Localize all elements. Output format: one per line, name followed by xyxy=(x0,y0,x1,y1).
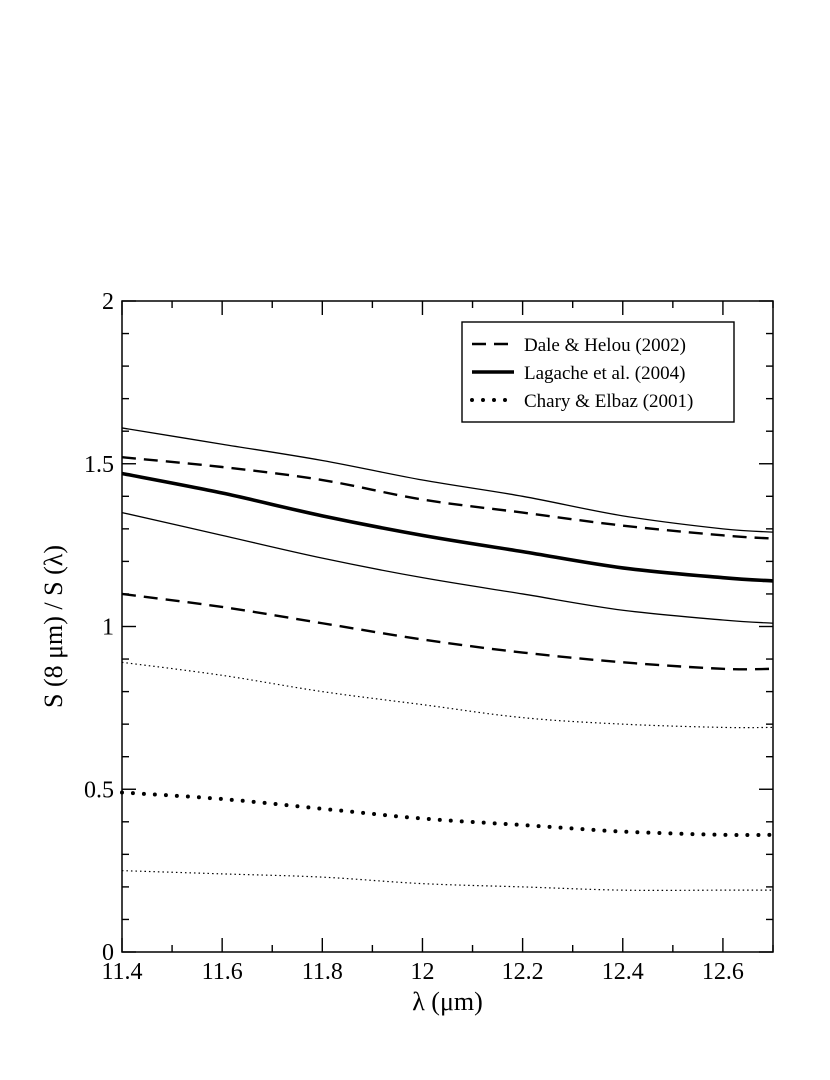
x-tick-label: 11.6 xyxy=(202,959,243,985)
x-tick-label: 12 xyxy=(410,959,434,985)
series-line-thin-solid xyxy=(121,511,774,624)
y-tick-label: 2 xyxy=(102,289,114,315)
y-tick-label: 0.5 xyxy=(84,777,114,803)
x-tick-label: 11.4 xyxy=(101,959,142,985)
tick-labels: 11.4 11.6 11.8 12 12.2 12.4 12.6 0 0.5 1 1.5 2 xyxy=(84,289,744,985)
series-line-dashed xyxy=(121,592,774,671)
series-line-thin-dotted xyxy=(121,870,773,891)
axis-ticks xyxy=(121,300,774,953)
x-tick-label: 12.6 xyxy=(702,959,744,985)
x-tick-label: 12.4 xyxy=(602,959,644,985)
y-tick-label: 0 xyxy=(102,940,114,966)
series-line-thin-solid xyxy=(121,427,774,533)
y-tick-label: 1 xyxy=(102,615,114,641)
y-tick-label: 1.5 xyxy=(84,452,114,478)
series-line-dashed xyxy=(121,456,774,540)
x-tick-label: 12.2 xyxy=(502,959,544,985)
series-line-dotted xyxy=(120,790,775,838)
series-line-thin-dotted xyxy=(121,661,774,729)
x-tick-label: 11.8 xyxy=(302,959,343,985)
plot-frame xyxy=(121,300,774,953)
x-axis-title: λ (μm) xyxy=(412,987,483,1016)
legend-label: Lagache et al. (2004) xyxy=(524,363,685,384)
legend-label: Chary & Elbaz (2001) xyxy=(524,391,693,412)
legend-label: Dale & Helou (2002) xyxy=(524,335,686,356)
series-lines xyxy=(120,427,775,891)
y-axis-title: S (8 μm) / S (λ) xyxy=(39,545,68,708)
series-line-thick-solid xyxy=(121,471,774,583)
legend: Dale & Helou (2002) Lagache et al. (2004)… xyxy=(461,321,735,423)
